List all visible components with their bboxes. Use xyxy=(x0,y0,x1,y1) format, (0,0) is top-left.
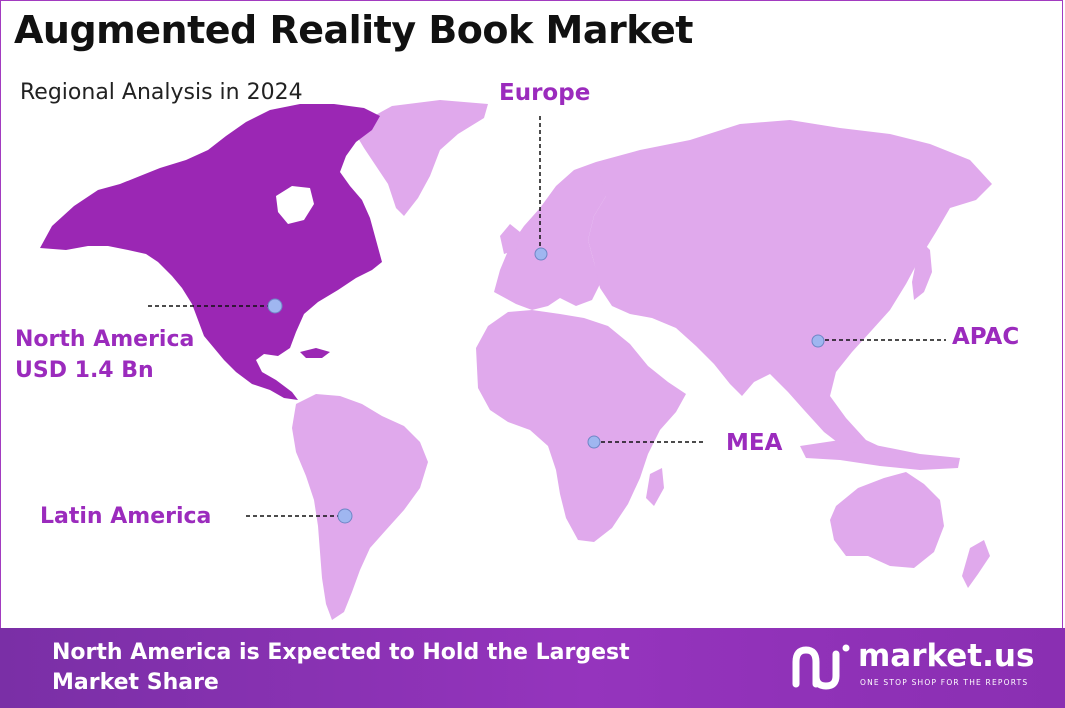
region-asia xyxy=(588,120,992,466)
brand-name: market.us xyxy=(858,638,1035,674)
label-north-america: North America USD 1.4 Bn xyxy=(15,324,194,386)
region-uk xyxy=(500,224,520,254)
region-north-america xyxy=(40,104,382,400)
footer-headline: North America is Expected to Hold the La… xyxy=(52,638,630,698)
page-subtitle: Regional Analysis in 2024 xyxy=(20,80,303,105)
marker-europe[interactable] xyxy=(534,247,548,261)
region-japan xyxy=(912,238,932,300)
brand-tagline: ONE STOP SHOP FOR THE REPORTS xyxy=(860,678,1029,687)
region-south-america xyxy=(292,394,428,620)
hudson-bay xyxy=(276,186,314,224)
footer-headline-line1: North America is Expected to Hold the La… xyxy=(52,640,630,665)
region-africa xyxy=(476,310,686,542)
region-new-zealand xyxy=(962,540,990,588)
region-maritime-se-asia xyxy=(800,440,960,470)
label-europe: Europe xyxy=(499,80,591,106)
label-apac: APAC xyxy=(952,324,1020,350)
market-us-logo-icon xyxy=(792,644,850,690)
label-mea: MEA xyxy=(726,430,783,456)
region-madagascar xyxy=(646,468,664,506)
page-title: Augmented Reality Book Market xyxy=(14,8,693,52)
label-latin-america: Latin America xyxy=(40,504,212,529)
marker-north-america[interactable] xyxy=(267,298,283,314)
footer-headline-line2: Market Share xyxy=(52,670,219,695)
marker-apac[interactable] xyxy=(811,334,825,348)
region-greenland xyxy=(352,100,488,216)
region-australia xyxy=(830,472,944,568)
region-caribbean xyxy=(300,348,330,358)
label-north-america-name: North America xyxy=(15,327,195,352)
region-europe xyxy=(494,162,612,310)
label-north-america-value: USD 1.4 Bn xyxy=(15,358,154,383)
marker-mea[interactable] xyxy=(587,435,601,449)
footer-banner: North America is Expected to Hold the La… xyxy=(0,628,1065,708)
brand-logo[interactable]: market.us ONE STOP SHOP FOR THE REPORTS xyxy=(790,638,1050,698)
marker-latin-america[interactable] xyxy=(337,508,353,524)
world-map xyxy=(40,100,992,620)
